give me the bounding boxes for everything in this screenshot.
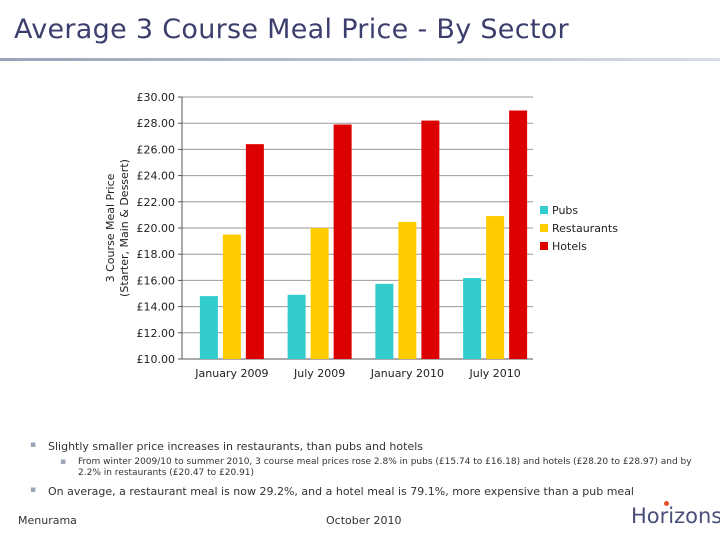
legend-label: Hotels (552, 240, 587, 253)
footer-date: October 2010 (326, 514, 402, 527)
y-tick-label: £14.00 (137, 301, 176, 314)
bullet-text: Slightly smaller price increases in rest… (48, 440, 423, 453)
bar-pubs (287, 294, 306, 359)
y-axis-label: (Starter, Main & Dessert) (118, 159, 131, 297)
y-tick-label: £18.00 (137, 248, 176, 261)
x-tick-label: January 2009 (194, 367, 268, 380)
bar-restaurants (310, 228, 329, 359)
y-axis-label: 3 Course Meal Price (104, 173, 117, 282)
legend-swatch (540, 242, 548, 250)
bar-hotels (245, 144, 264, 359)
bar-hotels (333, 124, 352, 359)
page-title: Average 3 Course Meal Price - By Sector (14, 14, 569, 45)
sub-bullet-item: ▪ From winter 2009/10 to summer 2010, 3 … (18, 457, 708, 479)
legend-swatch (540, 206, 548, 214)
bullet-text: On average, a restaurant meal is now 29.… (48, 485, 634, 498)
bar-pubs (199, 296, 218, 359)
bar-pubs (463, 278, 482, 359)
bar-restaurants (222, 234, 241, 359)
y-tick-label: £30.00 (137, 91, 176, 104)
legend-label: Pubs (552, 204, 578, 217)
bullet-item: ▪ Slightly smaller price increases in re… (18, 440, 708, 453)
y-tick-label: £28.00 (137, 117, 176, 130)
bullet-marker: ▪ (30, 485, 37, 495)
y-tick-label: £12.00 (137, 327, 176, 340)
bullet-marker: ▪ (60, 457, 67, 467)
bar-chart: £10.00 £12.00 £14.00 £16.00 £18.00 £20.00 £22.… (104, 91, 618, 380)
y-tick-label: £22.00 (137, 196, 176, 209)
x-tick-label: January 2010 (370, 367, 444, 380)
bullet-marker: ▪ (30, 440, 37, 450)
y-tick-label: £24.00 (137, 170, 176, 183)
bullet-item: ▪ On average, a restaurant meal is now 2… (18, 485, 708, 498)
footer-source: Menurama (18, 514, 77, 527)
legend-label: Restaurants (552, 222, 618, 235)
y-tick-label: £10.00 (137, 353, 176, 366)
logo-text: Horizons (631, 504, 720, 528)
legend-swatch (540, 224, 548, 232)
x-tick-label: July 2009 (293, 367, 345, 380)
y-tick-label: £26.00 (137, 143, 176, 156)
x-tick-label: July 2010 (468, 367, 520, 380)
title-divider (0, 58, 720, 61)
bar-hotels (509, 110, 528, 359)
bar-hotels (421, 120, 440, 359)
y-tick-label: £20.00 (137, 222, 176, 235)
bar-restaurants (486, 216, 505, 359)
bar-pubs (375, 283, 394, 359)
bar-restaurants (398, 221, 417, 359)
y-tick-label: £16.00 (137, 274, 176, 287)
horizons-logo: Horizons (631, 501, 720, 528)
logo-dot (664, 501, 669, 506)
sub-bullet-text: From winter 2009/10 to summer 2010, 3 co… (78, 457, 692, 478)
bullet-list: ▪ Slightly smaller price increases in re… (18, 440, 708, 502)
